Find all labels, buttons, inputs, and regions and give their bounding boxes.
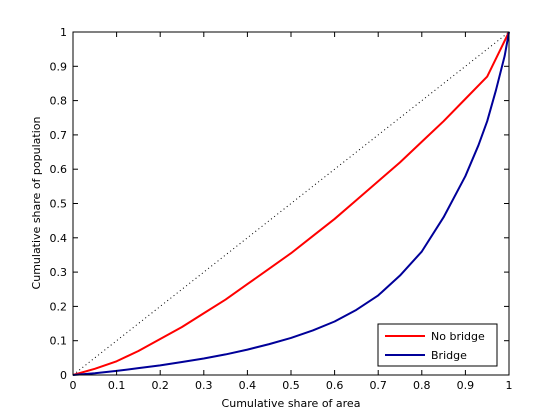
- x-axis-ticks: 0 0.1 0.2 0.3 0.4 0.5 0.6 0.7 0.8 0.9 1: [70, 32, 513, 392]
- legend-label-bridge: Bridge: [431, 349, 467, 362]
- y-tick-label: 1: [60, 26, 67, 39]
- series-layer: [72, 31, 510, 376]
- y-tick-label: 0.8: [50, 95, 68, 108]
- y-tick-label: 0.1: [50, 335, 68, 348]
- x-tick-label: 1: [506, 379, 513, 392]
- y-tick-label: 0.6: [50, 163, 68, 176]
- x-tick-label: 0.8: [413, 379, 431, 392]
- x-tick-label: 0.1: [108, 379, 126, 392]
- x-tick-label: 0: [70, 379, 77, 392]
- x-axis-label: Cumulative share of area: [222, 397, 361, 410]
- series-line-no-bridge: [72, 31, 510, 376]
- x-tick-label: 0.6: [326, 379, 344, 392]
- y-tick-label: 0.7: [50, 129, 68, 142]
- x-tick-label: 0.2: [151, 379, 169, 392]
- y-tick-label: 0.3: [50, 266, 68, 279]
- x-tick-label: 0.3: [195, 379, 213, 392]
- y-axis-label: Cumulative share of population: [30, 117, 43, 290]
- y-tick-label: 0.2: [50, 300, 68, 313]
- y-tick-label: 0: [60, 369, 67, 382]
- y-axis-ticks: 0 0.1 0.2 0.3 0.4 0.5 0.6 0.7 0.8 0.9 1: [50, 26, 509, 382]
- legend-box: [377, 323, 498, 367]
- x-tick-label: 0.5: [282, 379, 300, 392]
- reference-line-layer: [72, 31, 510, 376]
- y-tick-label: 0.5: [50, 198, 68, 211]
- equality-reference-line: [72, 31, 510, 376]
- x-tick-label: 0.9: [457, 379, 475, 392]
- legend-label-no-bridge: No bridge: [431, 330, 485, 343]
- y-tick-label: 0.9: [50, 60, 68, 73]
- series-line-bridge: [72, 31, 510, 376]
- x-tick-label: 0.7: [369, 379, 387, 392]
- y-tick-label: 0.4: [50, 232, 68, 245]
- legend: No bridge Bridge: [377, 323, 498, 367]
- x-tick-label: 0.4: [239, 379, 257, 392]
